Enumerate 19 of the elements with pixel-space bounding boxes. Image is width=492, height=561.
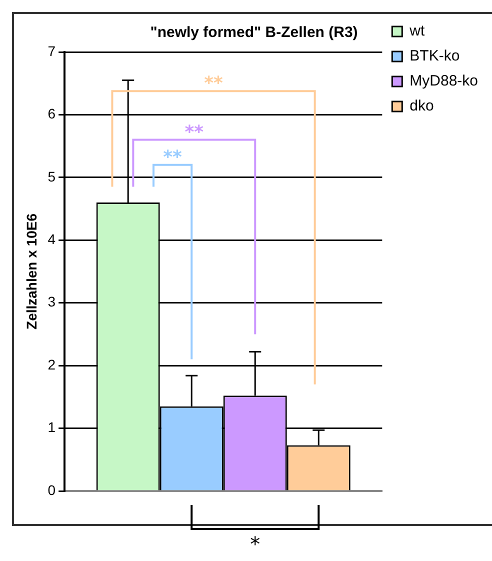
annotation: ** <box>184 122 204 143</box>
y-tick-label: 1 <box>48 419 56 436</box>
y-tick-label: 7 <box>48 42 56 59</box>
legend-label: dko <box>410 98 434 115</box>
significance-bracket: * <box>190 505 320 556</box>
significance-bracket: ** <box>152 146 193 360</box>
y-tick-label: 6 <box>48 106 56 122</box>
y-axis-title: Zellzahlen x 10E6 <box>23 213 40 330</box>
y-tick-label: 5 <box>48 168 56 184</box>
y-tick-label: 0 <box>48 482 56 498</box>
annotation: ** <box>163 146 183 168</box>
legend-label: BTK-ko <box>410 48 460 65</box>
legend-label: MyD88-ko <box>410 72 478 90</box>
y-tick-label: 2 <box>48 356 56 372</box>
y-tick-label: 4 <box>48 231 56 247</box>
annotation: ** <box>204 73 224 94</box>
y-tick-label: 3 <box>48 294 56 310</box>
legend-label: wt <box>408 22 426 40</box>
chart-title: "newly formed" B-Zellen (R3) <box>150 24 358 42</box>
